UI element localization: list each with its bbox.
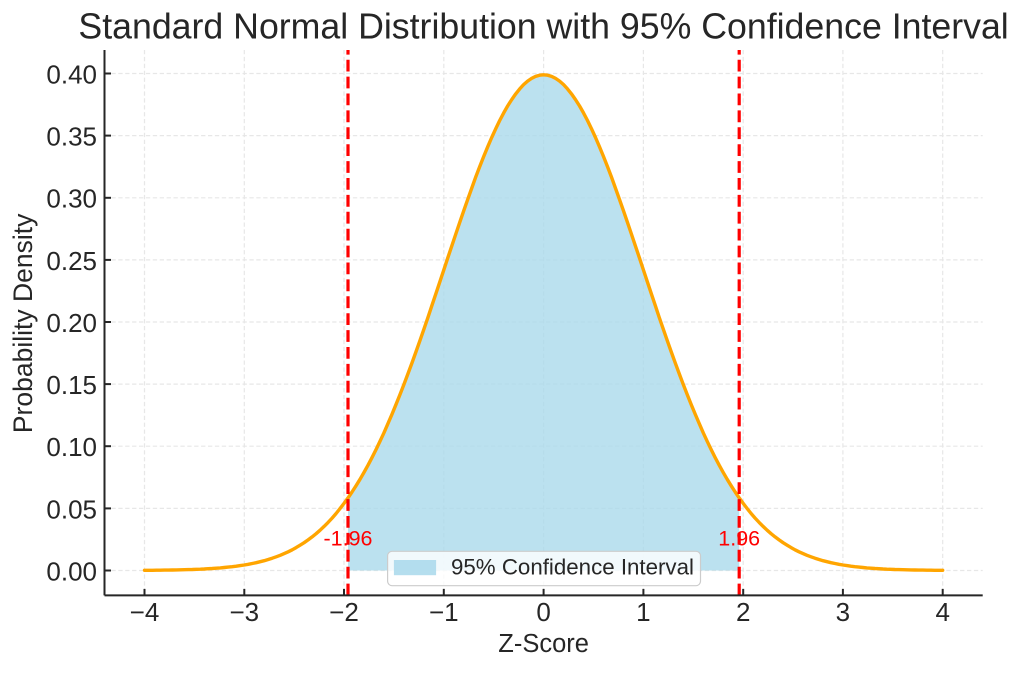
svg-text:3: 3 (836, 597, 850, 627)
svg-text:1: 1 (636, 597, 650, 627)
svg-text:0.30: 0.30 (46, 184, 97, 214)
svg-text:−3: −3 (229, 597, 259, 627)
svg-text:−2: −2 (329, 597, 359, 627)
svg-text:Probability Density: Probability Density (8, 213, 38, 433)
svg-text:4: 4 (935, 597, 949, 627)
svg-text:-1.96: -1.96 (323, 527, 372, 551)
svg-text:−1: −1 (429, 597, 459, 627)
svg-text:2: 2 (736, 597, 750, 627)
svg-text:Z-Score: Z-Score (498, 630, 589, 658)
svg-text:0.05: 0.05 (46, 494, 97, 524)
svg-text:0: 0 (536, 597, 550, 627)
svg-text:1.96: 1.96 (718, 527, 760, 551)
svg-text:0.20: 0.20 (46, 308, 97, 338)
svg-text:Standard Normal Distribution w: Standard Normal Distribution with 95% Co… (78, 7, 1008, 47)
svg-text:0.10: 0.10 (46, 432, 97, 462)
svg-text:0.40: 0.40 (46, 59, 97, 89)
svg-text:0.00: 0.00 (46, 556, 97, 586)
svg-text:0.35: 0.35 (46, 122, 97, 152)
svg-text:0.25: 0.25 (46, 246, 97, 276)
svg-text:95% Confidence Interval: 95% Confidence Interval (451, 555, 694, 580)
svg-text:−4: −4 (130, 597, 160, 627)
svg-text:0.15: 0.15 (46, 370, 97, 400)
